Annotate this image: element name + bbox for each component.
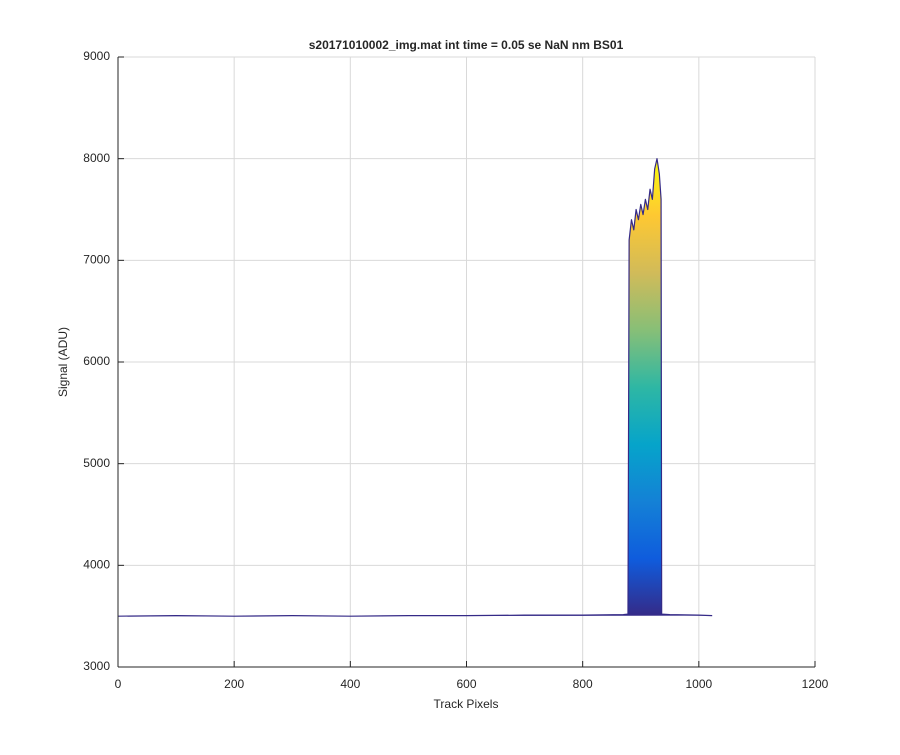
x-tick-label: 1000 — [685, 677, 712, 691]
y-tick-label: 4000 — [83, 558, 110, 572]
y-tick-label: 3000 — [83, 659, 110, 673]
signal-line — [117, 158, 713, 617]
chart-title: s20171010002_img.mat int time = 0.05 se … — [309, 38, 624, 52]
y-tick-label: 8000 — [83, 151, 110, 165]
x-tick-label: 600 — [456, 677, 476, 691]
x-axis-label: Track Pixels — [434, 697, 499, 711]
y-axis-label: Signal (ADU) — [56, 327, 70, 397]
y-tick-label: 7000 — [83, 253, 110, 267]
y-tick-label: 5000 — [83, 456, 110, 470]
x-tick-label: 400 — [340, 677, 360, 691]
x-tick-label: 200 — [224, 677, 244, 691]
x-tick-label: 800 — [573, 677, 593, 691]
x-tick-label: 0 — [115, 677, 122, 691]
y-tick-label: 9000 — [83, 49, 110, 63]
y-tick-label: 6000 — [83, 354, 110, 368]
x-tick-label: 1200 — [802, 677, 829, 691]
